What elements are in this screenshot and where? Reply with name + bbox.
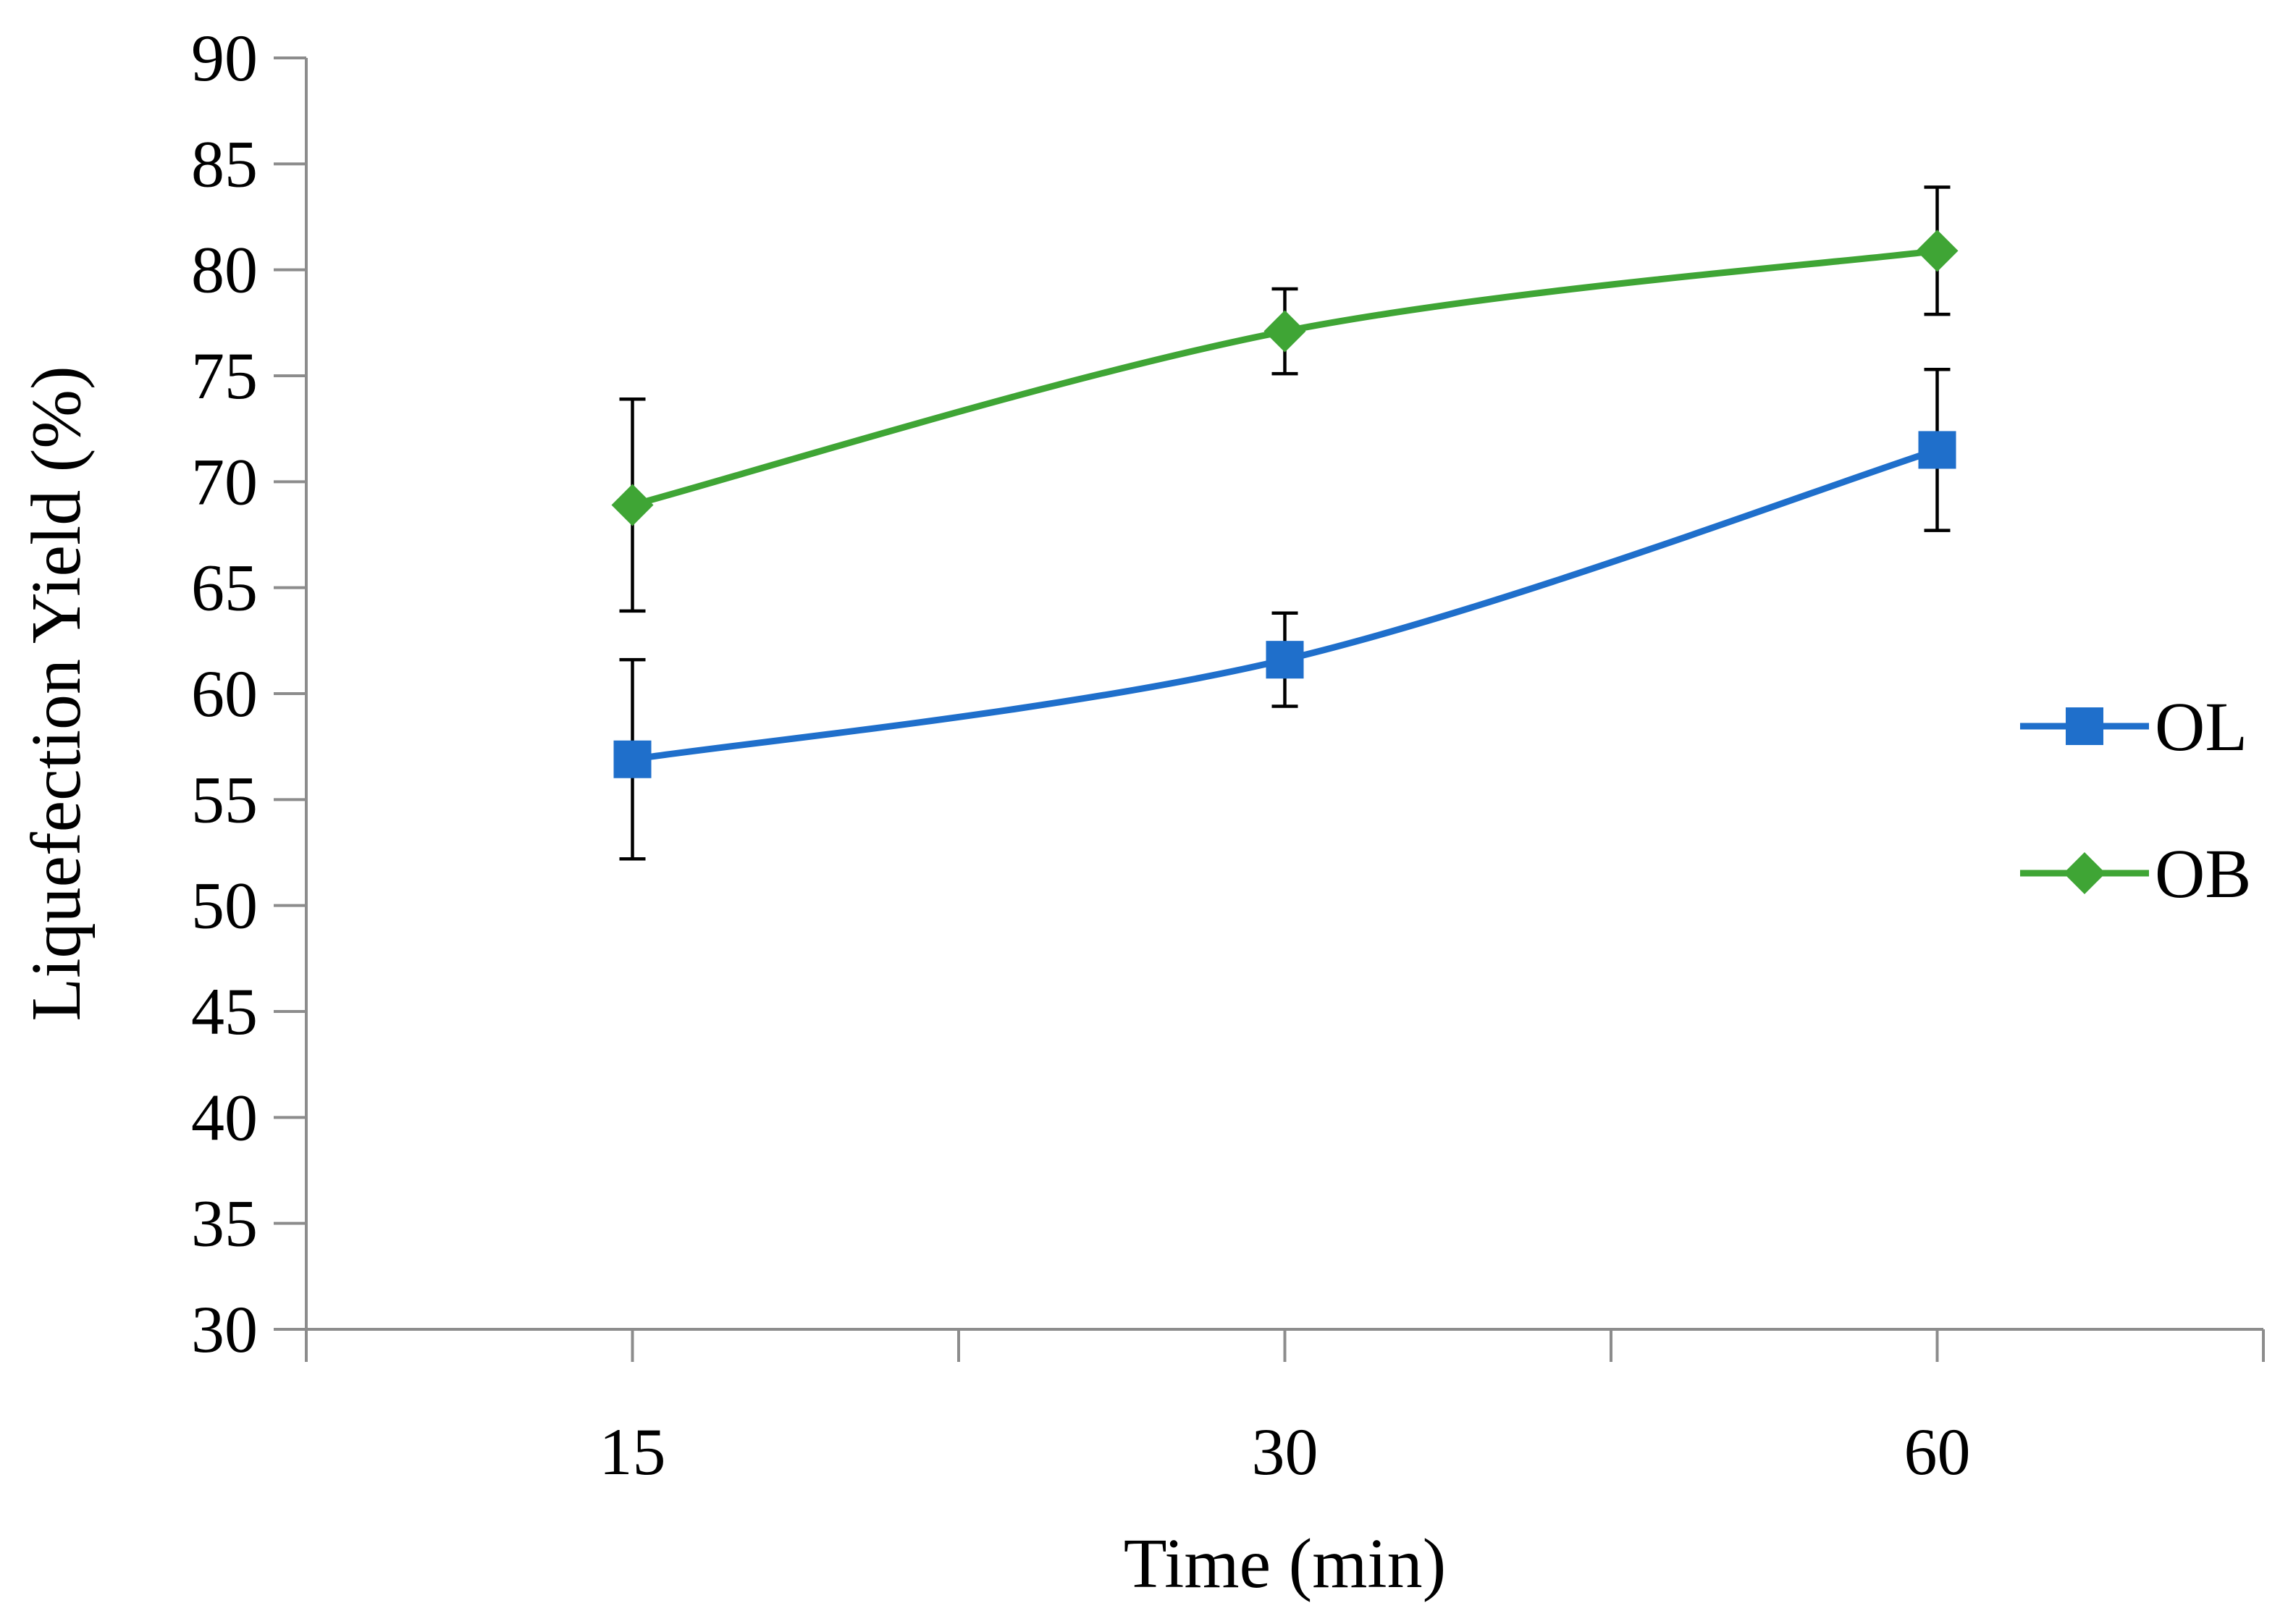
y-tick-label: 30 <box>191 1292 258 1366</box>
y-tick-label: 60 <box>191 657 258 731</box>
y-tick-label: 45 <box>191 975 258 1048</box>
x-tick-label: 30 <box>1252 1415 1318 1489</box>
x-axis-title: Time (min) <box>1124 1525 1447 1603</box>
legend-label: OL <box>2155 688 2247 765</box>
series-line-ol <box>629 446 1940 763</box>
data-point-ol <box>1266 641 1304 679</box>
y-axis-ticks: 30 35 40 45 50 55 60 65 70 75 80 85 90 <box>191 21 306 1366</box>
x-tick-label: 15 <box>600 1415 666 1489</box>
y-tick-label: 80 <box>191 233 258 307</box>
legend: OL OB <box>2020 688 2251 912</box>
y-tick-label: 65 <box>191 551 258 625</box>
legend-marker <box>2064 852 2106 894</box>
x-tick-label: 60 <box>1904 1415 1971 1489</box>
legend-item-ob: OB <box>2020 835 2251 912</box>
y-tick-label: 90 <box>191 21 258 95</box>
y-tick-label: 55 <box>191 762 258 836</box>
legend-item-ol: OL <box>2020 688 2247 765</box>
data-point-ob <box>611 484 654 526</box>
legend-marker <box>2066 707 2103 745</box>
error-bars <box>619 185 1951 861</box>
data-point-ol <box>613 740 652 778</box>
legend-label: OB <box>2155 835 2251 912</box>
y-axis-title: Liquefection Yield (%) <box>17 366 96 1021</box>
series <box>611 230 1959 778</box>
data-point-ol <box>1918 431 1956 469</box>
y-tick-label: 85 <box>191 127 258 201</box>
y-tick-label: 35 <box>191 1187 258 1261</box>
y-tick-label: 40 <box>191 1080 258 1154</box>
data-point-ob <box>1263 310 1306 353</box>
data-point-ob <box>1916 230 1959 272</box>
y-tick-label: 70 <box>191 445 258 518</box>
x-axis-ticks: 15 30 60 <box>305 1329 2265 1489</box>
y-tick-label: 75 <box>191 339 258 413</box>
y-tick-label: 50 <box>191 869 258 943</box>
series-ob <box>611 230 1959 526</box>
series-ol <box>613 431 1956 778</box>
